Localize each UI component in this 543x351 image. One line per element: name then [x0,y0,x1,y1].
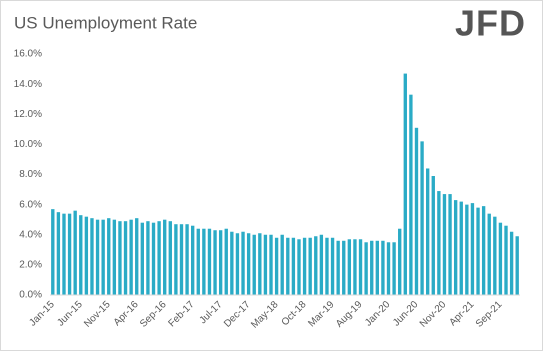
bar [207,228,212,295]
bar [342,240,346,295]
bar [258,233,262,295]
bar [498,222,503,295]
bar [319,234,324,295]
bar [129,219,133,295]
bar [358,239,363,295]
chart-title: US Unemployment Rate [14,13,197,32]
bar [151,222,156,295]
bar [325,237,329,295]
bar [465,204,469,295]
bar [336,240,340,295]
bar [263,234,268,295]
y-tick-label: 14.0% [14,79,42,90]
bar [196,228,200,295]
bar [297,239,301,295]
y-tick-label: 6.0% [19,199,42,210]
logo: JFD [455,3,526,44]
bar [107,218,111,295]
bar [515,236,519,295]
bar [73,210,77,295]
y-tick-label: 4.0% [19,229,42,240]
bar [481,206,486,295]
y-tick-label: 16.0% [14,49,42,60]
bar [420,141,424,295]
bar [431,176,435,295]
y-tick-label: 0.0% [19,290,42,301]
bar [442,194,447,295]
bar [302,237,307,295]
bar [123,221,128,295]
bar [409,94,413,295]
bar [274,237,279,295]
bar [364,242,368,295]
bar [280,234,284,295]
bar [90,218,94,295]
bar [381,240,385,295]
bar [476,207,480,295]
bar [347,239,352,295]
bar [95,219,100,295]
bar [291,237,296,295]
bar [62,213,66,295]
bar [202,228,206,295]
bar [174,224,178,295]
bar [426,168,430,295]
bar [191,225,195,295]
bar [386,242,391,295]
bar [509,231,514,295]
bar [163,219,167,295]
bar [241,231,245,295]
bar [140,222,144,295]
bar [51,209,55,295]
y-tick-label: 12.0% [14,109,42,120]
bar [403,73,407,295]
bar [112,219,117,295]
y-tick-label: 2.0% [19,260,42,271]
bar [168,221,172,295]
bar [493,216,497,295]
bar [314,236,318,295]
bar [414,127,419,296]
bar [179,224,184,295]
bar [224,228,228,295]
bar [375,240,379,295]
bar [118,221,122,295]
bar [213,230,217,295]
bar [101,219,105,295]
bar [235,233,240,295]
bar [448,194,452,295]
bar [146,221,150,295]
bar [286,237,290,295]
bar [353,239,357,295]
bar [157,221,161,295]
bar [218,230,223,295]
bar [56,212,61,295]
bar [230,231,234,295]
bar [308,237,312,295]
bar [67,213,72,295]
bar [252,234,256,295]
bar [84,216,89,295]
bar [135,218,139,295]
bar [470,203,475,295]
bar [504,225,508,295]
bar [370,240,374,295]
bar [487,213,491,295]
y-tick-label: 8.0% [19,169,42,180]
bar [459,201,463,295]
bar [246,233,251,295]
bar [392,242,396,295]
bar [269,234,273,295]
bar [398,228,402,295]
bar [79,215,83,295]
bar [185,224,189,295]
bar [453,200,458,295]
y-tick-label: 10.0% [14,139,42,150]
bar [437,191,441,295]
bar [330,237,335,295]
